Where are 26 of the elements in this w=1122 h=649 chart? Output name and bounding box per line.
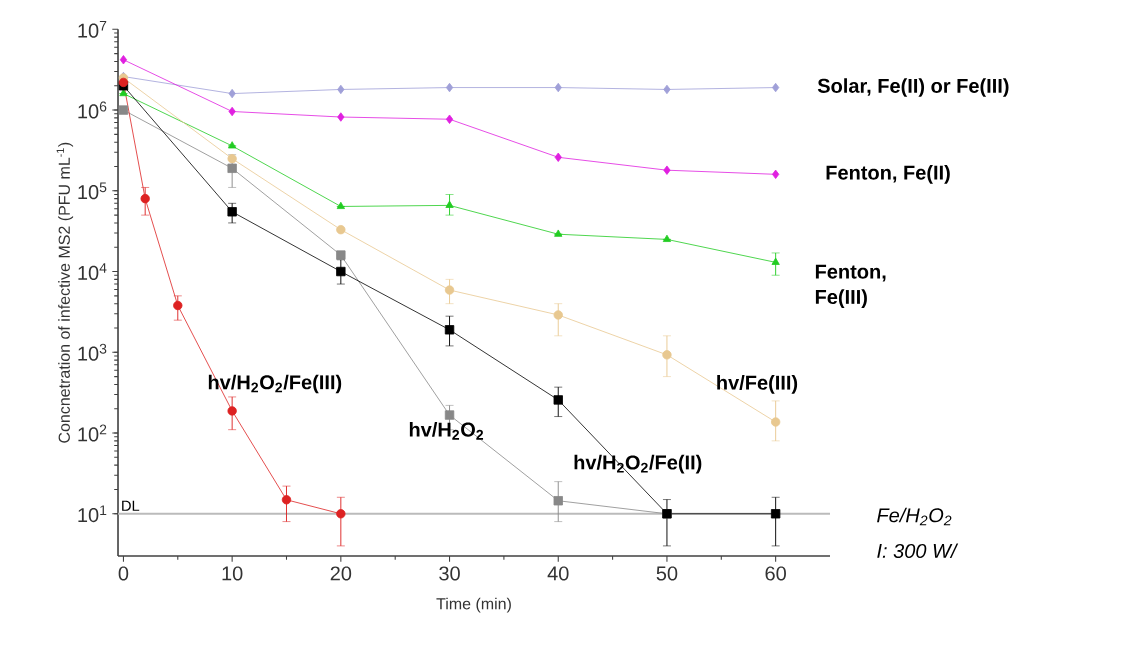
series-label: hv/H$_{2}$O$_{2}$/Fe(III) <box>208 374 342 394</box>
y-tick-label: 10$^{1}$ <box>78 505 107 523</box>
y-axis-title: Concnetration of infective MS2 (PFU mL$^{-1}$) <box>56 142 74 443</box>
series-label: Fenton, Fe(III) <box>815 264 886 308</box>
y-tick-label: 10$^{3}$ <box>78 343 107 361</box>
series-label: hv/Fe(III) <box>717 375 798 394</box>
y-tick-label: 10$^{5}$ <box>78 182 107 200</box>
y-tick-label: 10$^{7}$ <box>78 20 107 38</box>
y-tick-label: 10$^{2}$ <box>78 424 107 442</box>
text: Fenton, Fe(II) <box>826 165 950 184</box>
x-axis-title: Time (min) <box>436 597 511 613</box>
text: I: 300 W/ <box>877 543 959 559</box>
ref-line-label: DL <box>122 500 140 511</box>
x-tick-label: 20 <box>330 566 352 581</box>
x-tick-label: 0 <box>118 566 129 581</box>
x-tick-label: 40 <box>547 566 569 581</box>
y-tick-label: 10$^{6}$ <box>78 101 107 119</box>
x-tick-label: 50 <box>656 566 678 581</box>
series-label: hv/H$_{2}$O$_{2}$ <box>409 421 484 440</box>
x-tick-label: 30 <box>439 566 460 581</box>
x-tick-label: 10 <box>222 566 243 581</box>
x-tick-label: 60 <box>765 566 786 581</box>
y-tick-label: 10$^{4}$ <box>78 263 107 280</box>
series-label: hv/H$_{2}$O$_{2}$/Fe(II) <box>574 454 702 474</box>
series-label: Solar, Fe(II) or Fe(III) <box>817 78 1009 97</box>
text: Fe/H$_{2}$O$_{2}$ <box>877 507 952 526</box>
